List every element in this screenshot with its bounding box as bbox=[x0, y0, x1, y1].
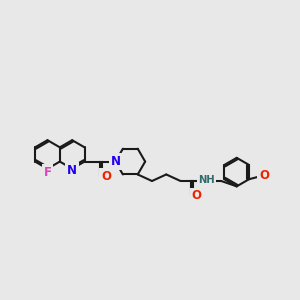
Text: O: O bbox=[259, 169, 269, 182]
Text: O: O bbox=[192, 189, 202, 203]
Text: O: O bbox=[101, 170, 111, 183]
Text: F: F bbox=[44, 166, 52, 179]
Text: NH: NH bbox=[198, 175, 215, 185]
Text: N: N bbox=[67, 164, 77, 177]
Text: N: N bbox=[110, 155, 120, 168]
